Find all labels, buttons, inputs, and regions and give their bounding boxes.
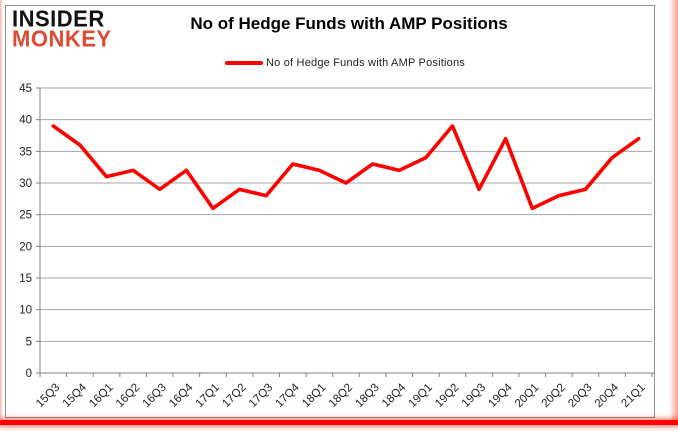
- svg-text:18Q2: 18Q2: [327, 382, 355, 410]
- svg-text:20Q4: 20Q4: [593, 381, 622, 410]
- svg-text:18Q4: 18Q4: [380, 381, 409, 410]
- svg-text:5: 5: [26, 336, 32, 348]
- svg-text:19Q1: 19Q1: [407, 382, 435, 410]
- svg-text:19Q4: 19Q4: [486, 381, 515, 410]
- svg-text:16Q1: 16Q1: [87, 382, 115, 410]
- svg-text:35: 35: [19, 146, 32, 158]
- svg-text:17Q2: 17Q2: [220, 382, 248, 410]
- svg-text:20Q3: 20Q3: [566, 382, 594, 410]
- svg-text:40: 40: [19, 115, 32, 127]
- svg-text:45: 45: [19, 83, 32, 95]
- svg-text:20Q1: 20Q1: [513, 382, 541, 410]
- bottom-red-border: [0, 420, 678, 425]
- logo-text-insider: INSIDER: [12, 5, 105, 32]
- left-pink-border: [0, 0, 3, 423]
- svg-text:20Q2: 20Q2: [540, 382, 568, 410]
- svg-text:15: 15: [19, 273, 32, 285]
- svg-text:16Q4: 16Q4: [167, 381, 196, 410]
- svg-text:15Q4: 15Q4: [61, 381, 90, 410]
- svg-text:17Q4: 17Q4: [274, 381, 303, 410]
- svg-text:18Q3: 18Q3: [353, 382, 381, 410]
- svg-text:16Q3: 16Q3: [140, 382, 168, 410]
- svg-text:30: 30: [19, 178, 32, 190]
- svg-text:20: 20: [19, 241, 32, 253]
- svg-text:25: 25: [19, 210, 32, 222]
- svg-text:16Q2: 16Q2: [114, 382, 142, 410]
- legend-line-swatch: [225, 61, 263, 65]
- svg-text:15Q3: 15Q3: [34, 382, 62, 410]
- svg-text:17Q1: 17Q1: [194, 382, 222, 410]
- insider-monkey-logo: INSIDER MONKEY: [12, 5, 112, 52]
- chart-title: No of Hedge Funds with AMP Positions: [190, 14, 508, 33]
- svg-text:19Q3: 19Q3: [460, 382, 488, 410]
- logo-text-monkey: MONKEY: [12, 25, 112, 52]
- svg-text:0: 0: [26, 368, 32, 380]
- svg-text:17Q3: 17Q3: [247, 382, 275, 410]
- svg-text:19Q2: 19Q2: [433, 382, 461, 410]
- right-pink-border: [669, 0, 678, 423]
- svg-text:10: 10: [19, 305, 32, 317]
- legend: No of Hedge Funds with AMP Positions: [225, 57, 465, 69]
- svg-text:18Q1: 18Q1: [300, 382, 328, 410]
- chart-frame: [5, 5, 655, 418]
- svg-text:21Q1: 21Q1: [619, 382, 647, 410]
- legend-label: No of Hedge Funds with AMP Positions: [266, 57, 465, 69]
